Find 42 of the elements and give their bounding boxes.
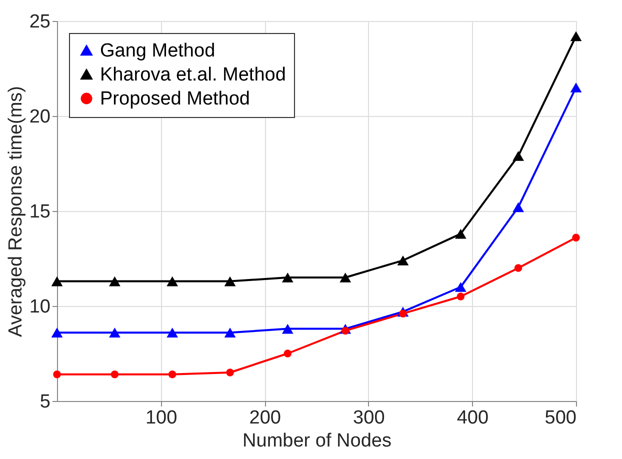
point: [110, 370, 119, 378]
point: [570, 31, 582, 42]
point: [224, 276, 236, 286]
legend-label: Kharova et.al. Method: [100, 64, 286, 86]
y-tick-label: 10: [29, 296, 50, 318]
y-tick-label: 25: [29, 12, 50, 32]
point: [166, 328, 178, 338]
x-tick-label: 300: [353, 408, 385, 428]
point: [512, 202, 524, 212]
point: [572, 234, 580, 242]
x-tick-label: 400: [456, 408, 489, 428]
point: [454, 282, 466, 292]
point: [109, 276, 120, 286]
y-tick-label: 15: [29, 202, 50, 222]
x-tick-label: 200: [249, 408, 281, 428]
point: [456, 292, 465, 300]
y-tick-label: 5: [40, 392, 50, 412]
legend-label: Gang Method: [100, 40, 216, 62]
point: [282, 324, 294, 334]
point: [340, 272, 352, 282]
point: [224, 328, 236, 338]
point: [454, 228, 466, 239]
x-tick-label: 100: [145, 408, 178, 428]
y-axis-title: Averaged Response time(ms): [5, 86, 26, 337]
point: [109, 328, 120, 338]
x-tick-label: 500: [544, 408, 576, 428]
point: [166, 276, 178, 286]
point: [284, 350, 292, 358]
point: [168, 370, 176, 378]
point: [53, 370, 61, 378]
point: [514, 264, 522, 272]
x-axis-title: Number of Nodes: [242, 430, 392, 452]
point: [397, 255, 409, 266]
point: [570, 82, 582, 92]
point: [51, 276, 63, 286]
point: [51, 328, 63, 338]
point: [512, 150, 524, 161]
point: [341, 326, 350, 335]
point: [282, 272, 294, 282]
point: [226, 368, 234, 376]
legend-label: Proposed Method: [100, 88, 250, 110]
y-tick-label: 20: [29, 106, 50, 128]
